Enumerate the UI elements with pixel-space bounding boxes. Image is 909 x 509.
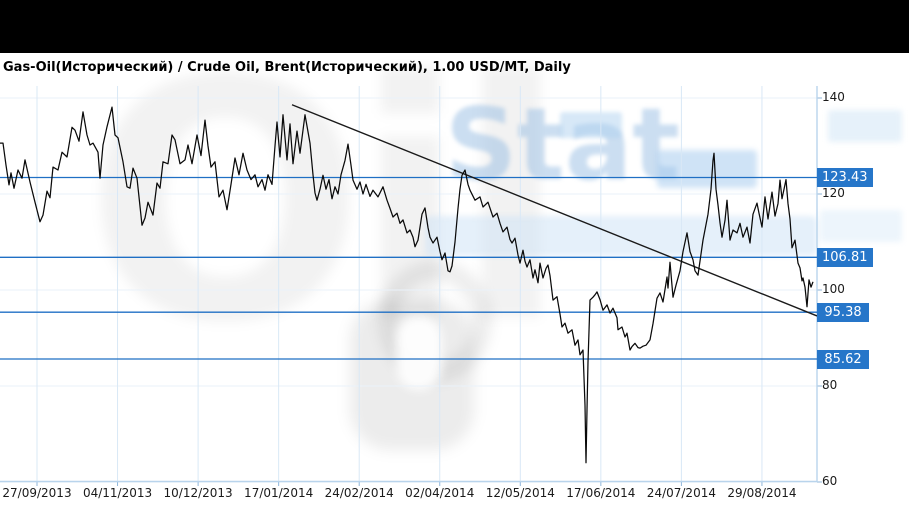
price-level-badge[interactable]: 106.81	[817, 247, 873, 267]
trend-line[interactable]	[291, 104, 818, 317]
price-level-badge[interactable]: 85.62	[817, 349, 869, 369]
chart-title: Gas-Oil(Исторический) / Crude Oil, Brent…	[3, 60, 571, 75]
price-level-badge[interactable]: 123.43	[817, 168, 873, 188]
price-level-badge[interactable]: 95.38	[817, 302, 869, 322]
price-line	[0, 106, 814, 464]
top-bar	[0, 0, 909, 53]
